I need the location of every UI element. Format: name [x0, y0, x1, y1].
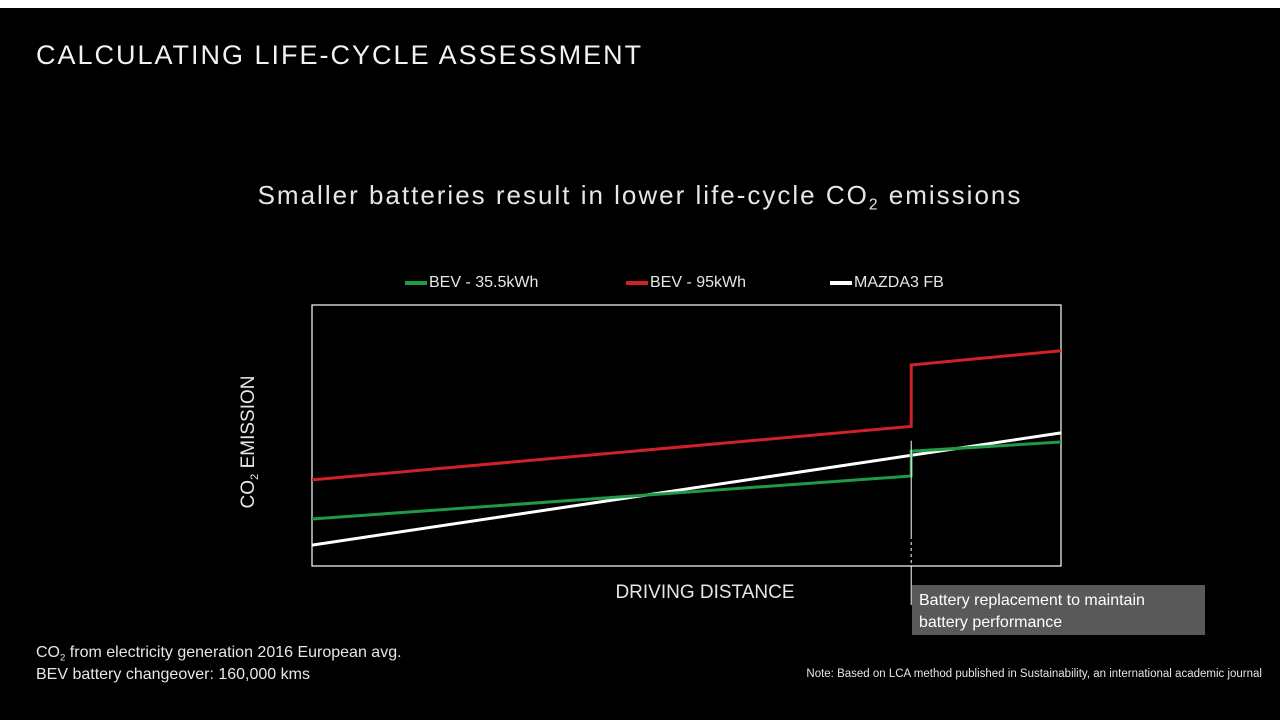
legend-swatch-bev-small	[405, 281, 427, 285]
callout-line-2: battery performance	[919, 614, 1063, 631]
legend-label-bev-large: BEV - 95kWh	[650, 274, 747, 291]
legend-item-bev-small: BEV - 35.5kWh	[405, 273, 538, 293]
legend-label-bev-small: BEV - 35.5kWh	[429, 274, 539, 291]
y-axis-label-suffix: EMISSION	[238, 375, 259, 474]
assumption-notes: CO2 from electricity generation 2016 Eur…	[36, 642, 402, 686]
slide-title: CALCULATING LIFE-CYCLE ASSESSMENT	[36, 40, 644, 70]
battery-replacement-callout: Battery replacement to maintain battery …	[912, 585, 1205, 635]
series-line-mazda3-fb	[311, 431, 1062, 547]
series-layer	[311, 349, 1062, 547]
legend-label-mazda3: MAZDA3 FB	[854, 274, 944, 291]
note-electricity-prefix: CO	[36, 644, 60, 661]
top-accent-bar	[0, 0, 1280, 8]
note-battery-changeover: BEV battery changeover: 160,000 kms	[36, 666, 310, 683]
legend-item-bev-large: BEV - 95kWh	[626, 273, 746, 293]
chart-title-subscript: 2	[868, 196, 880, 214]
legend-swatch-mazda3	[830, 281, 852, 285]
x-axis-label: DRIVING DISTANCE	[615, 582, 795, 603]
plot-frame	[311, 304, 1062, 567]
series-line-bev-35-5kwh	[311, 440, 1062, 521]
note-electricity: CO2 from electricity generation 2016 Eur…	[36, 642, 402, 664]
chart-title: Smaller batteries result in lower life-c…	[0, 180, 1280, 214]
y-axis-label-prefix: CO	[238, 480, 259, 509]
chart-title-suffix: emissions	[879, 180, 1023, 210]
y-axis-label-subscript: 2	[248, 473, 261, 481]
legend-item-mazda3: MAZDA3 FB	[830, 273, 944, 293]
chart-title-prefix: Smaller batteries result in lower life-c…	[257, 180, 869, 210]
note-electricity-subscript: 2	[60, 652, 66, 664]
legend-swatch-bev-large	[626, 281, 648, 285]
series-line-bev-95kwh	[311, 349, 1062, 482]
footnote: Note: Based on LCA method published in S…	[806, 668, 1262, 680]
note-electricity-suffix: from electricity generation 2016 Europea…	[65, 644, 402, 661]
y-axis-label: CO2 EMISSION	[238, 375, 261, 509]
callout-line-1: Battery replacement to maintain	[919, 592, 1145, 609]
